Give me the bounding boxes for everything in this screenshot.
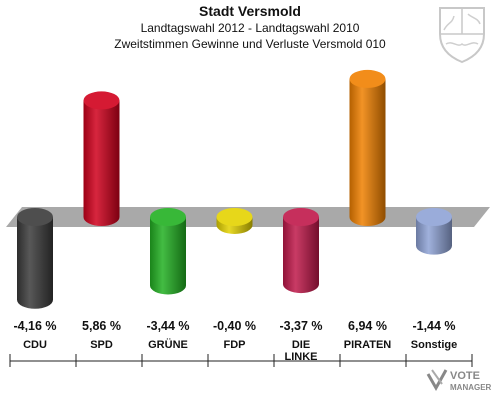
bar-die-linke — [283, 208, 319, 294]
value-label: -0,40 % — [213, 319, 256, 333]
bar-top-cap — [416, 208, 452, 226]
category-label: GRÜNE — [148, 338, 188, 351]
bar-top-cap — [83, 91, 120, 110]
bar-body — [17, 217, 53, 300]
bar-bottom-cap — [349, 208, 386, 226]
vote-manager-line1: VOTE — [450, 370, 480, 382]
category-label: SPD — [90, 339, 113, 351]
bar-spd — [83, 91, 120, 226]
bar-bottom-cap — [416, 236, 452, 255]
value-label: -3,44 % — [146, 319, 189, 333]
category-label: PIRATEN — [344, 339, 392, 351]
bar-body — [83, 100, 120, 217]
bar-body — [150, 217, 186, 286]
bar-top-cap — [150, 208, 186, 226]
bar-top-cap — [216, 208, 253, 226]
bar-sonstige — [416, 208, 452, 255]
bar-bottom-cap — [283, 275, 319, 294]
bar-bottom-cap — [150, 276, 186, 295]
chart-subtitle-2: Zweitstimmen Gewinne und Verluste Versmo… — [114, 37, 386, 51]
category-label: LINKE — [285, 351, 318, 363]
chart-subtitle-1: Landtagswahl 2012 - Landtagswahl 2010 — [140, 21, 360, 35]
bar-top-cap — [17, 208, 53, 226]
bar-piraten — [349, 69, 386, 226]
vote-manager-line2: MANAGER — [450, 383, 492, 392]
value-label: -4,16 % — [13, 319, 56, 333]
chart-header: Stadt Versmold Landtagswahl 2012 - Landt… — [0, 3, 500, 52]
category-label: Sonstige — [411, 339, 457, 351]
bar-bottom-cap — [83, 208, 120, 226]
bar-grüne — [150, 208, 186, 295]
category-label: CDU — [23, 339, 47, 351]
bar-body — [349, 78, 386, 217]
bar-bottom-cap — [17, 290, 53, 309]
value-label: -1,44 % — [412, 319, 455, 333]
value-label: 5,86 % — [82, 319, 121, 333]
category-label: FDP — [224, 339, 246, 351]
value-label: 6,94 % — [348, 319, 387, 333]
value-label: -3,37 % — [279, 319, 322, 333]
bar-top-cap — [283, 208, 319, 226]
bar-body — [283, 217, 319, 285]
category-label: DIE — [292, 339, 310, 351]
vote-manager-logo: VOTE MANAGER — [426, 369, 492, 392]
chart-title: Stadt Versmold — [199, 3, 301, 19]
bar-top-cap — [349, 69, 386, 88]
nrw-coat-of-arms-logo — [439, 7, 485, 64]
bar-cdu — [17, 208, 53, 309]
bar-fdp — [216, 208, 253, 234]
